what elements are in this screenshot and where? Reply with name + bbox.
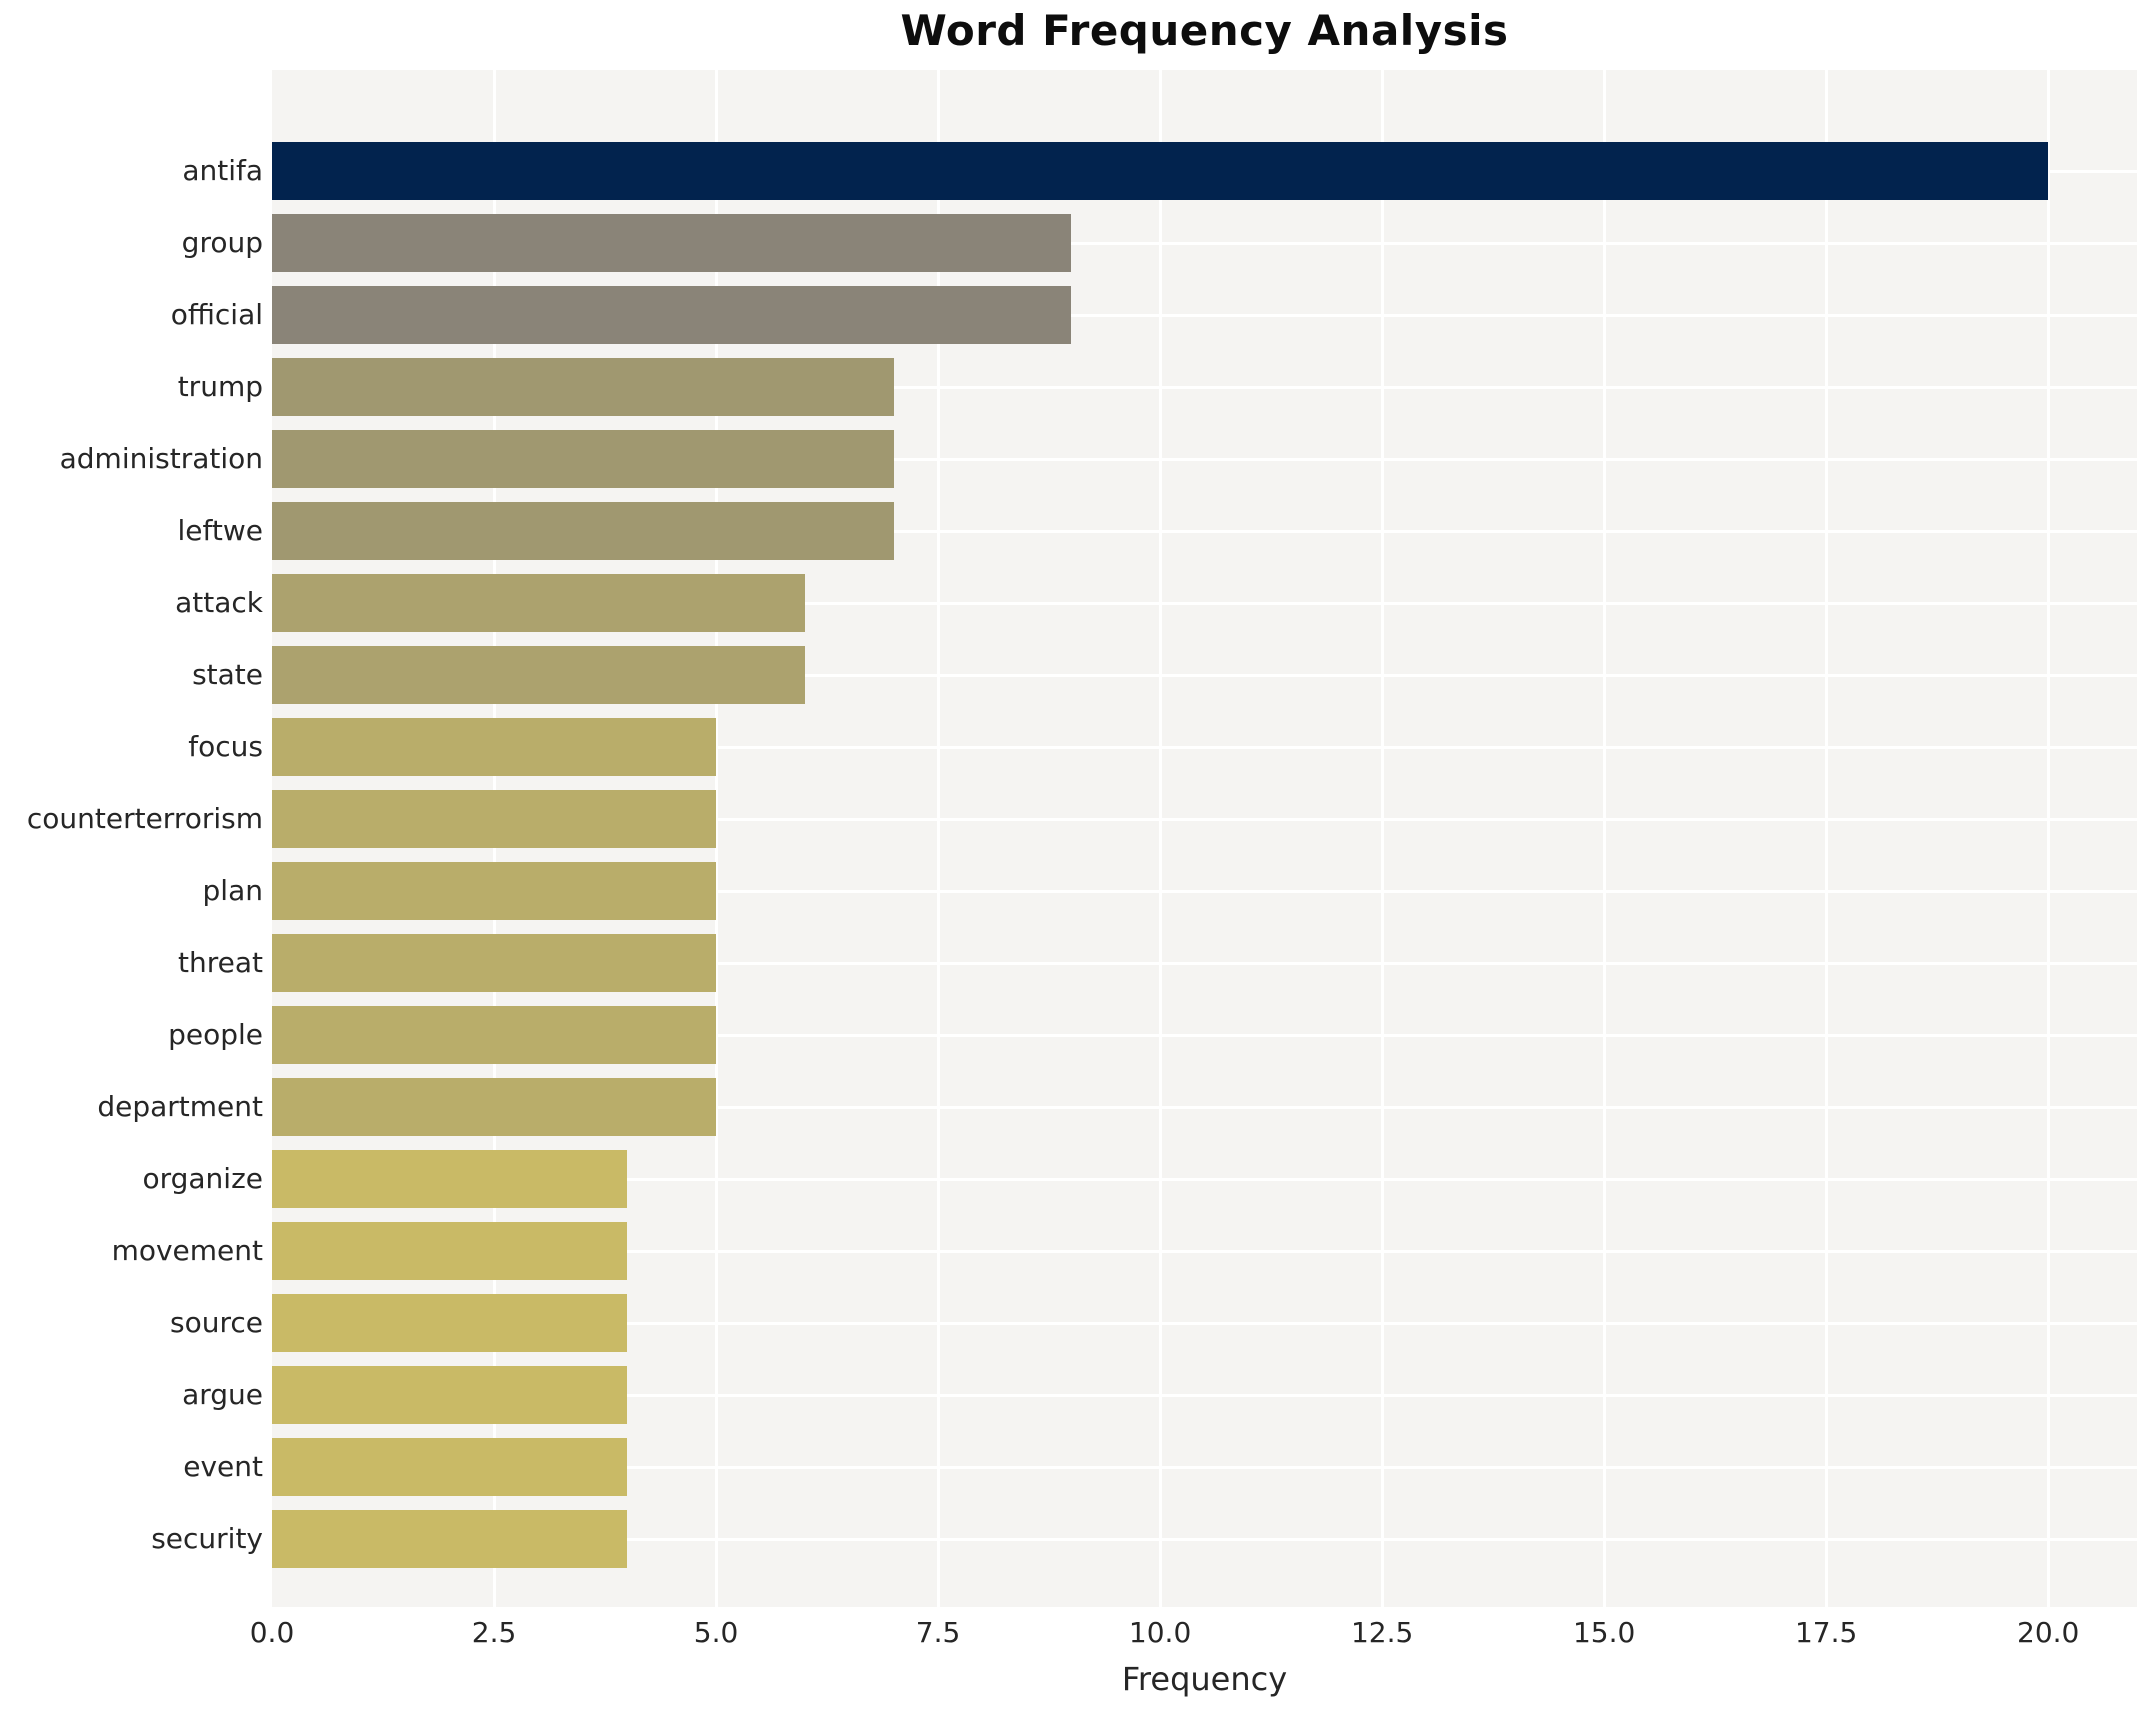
horizontal-gridline: [272, 673, 2137, 677]
horizontal-gridline: [272, 1321, 2137, 1325]
category-label-attack: attack: [175, 586, 263, 619]
horizontal-gridline: [272, 313, 2137, 317]
bar-focus: [272, 718, 717, 776]
horizontal-gridline: [272, 1393, 2137, 1397]
bar-event: [272, 1438, 628, 1496]
x-tick-label-5.0: 5.0: [693, 1616, 739, 1649]
vertical-gridline: [1824, 70, 1828, 1607]
bar-security: [272, 1510, 628, 1568]
category-label-event: event: [183, 1450, 263, 1483]
horizontal-gridline: [272, 745, 2137, 749]
vertical-gridline: [1602, 70, 1606, 1607]
bar-trump: [272, 358, 894, 416]
bar-organize: [272, 1150, 628, 1208]
category-label-department: department: [97, 1090, 263, 1123]
horizontal-gridline: [272, 1177, 2137, 1181]
x-tick-label-17.5: 17.5: [1794, 1616, 1858, 1649]
horizontal-gridline: [272, 457, 2137, 461]
bar-plan: [272, 862, 717, 920]
category-label-movement: movement: [111, 1234, 263, 1267]
x-tick-label-12.5: 12.5: [1350, 1616, 1414, 1649]
x-axis-title: Frequency: [1121, 1660, 1288, 1698]
horizontal-gridline: [272, 385, 2137, 389]
category-label-trump: trump: [177, 370, 263, 403]
bar-group: [272, 214, 1072, 272]
category-label-people: people: [168, 1018, 263, 1051]
horizontal-gridline: [272, 1465, 2137, 1469]
horizontal-gridline: [272, 1033, 2137, 1037]
bar-counterterrorism: [272, 790, 717, 848]
category-label-argue: argue: [182, 1378, 263, 1411]
bar-official: [272, 286, 1072, 344]
bar-attack: [272, 574, 805, 632]
vertical-gridline: [1380, 70, 1384, 1607]
bar-source: [272, 1294, 628, 1352]
bar-antifa: [272, 142, 2049, 200]
bar-people: [272, 1006, 717, 1064]
bar-administration: [272, 430, 894, 488]
category-label-antifa: antifa: [182, 154, 263, 187]
horizontal-gridline: [272, 817, 2137, 821]
category-label-plan: plan: [202, 874, 263, 907]
x-tick-label-20.0: 20.0: [2017, 1616, 2080, 1649]
horizontal-gridline: [272, 241, 2137, 245]
plot-area: [272, 70, 2137, 1607]
category-label-group: group: [181, 226, 263, 259]
x-tick-label-0.0: 0.0: [249, 1616, 295, 1649]
horizontal-gridline: [272, 1537, 2137, 1541]
horizontal-gridline: [272, 961, 2137, 965]
category-label-organize: organize: [142, 1162, 263, 1195]
category-label-state: state: [192, 658, 263, 691]
bar-argue: [272, 1366, 628, 1424]
x-tick-label-10.0: 10.0: [1128, 1616, 1192, 1649]
category-label-focus: focus: [188, 730, 263, 763]
category-label-threat: threat: [178, 946, 263, 979]
bar-state: [272, 646, 805, 704]
horizontal-gridline: [272, 1105, 2137, 1109]
category-label-counterterrorism: counterterrorism: [26, 802, 263, 835]
vertical-gridline: [1158, 70, 1162, 1607]
horizontal-gridline: [272, 601, 2137, 605]
category-label-official: official: [170, 298, 263, 331]
bar-department: [272, 1078, 717, 1136]
bar-threat: [272, 934, 717, 992]
bar-leftwe: [272, 502, 894, 560]
vertical-gridline: [936, 70, 940, 1607]
horizontal-gridline: [272, 889, 2137, 893]
category-label-leftwe: leftwe: [177, 514, 263, 547]
chart-title: Word Frequency Analysis: [900, 6, 1509, 55]
category-label-source: source: [170, 1306, 263, 1339]
vertical-gridline: [714, 70, 718, 1607]
horizontal-gridline: [272, 529, 2137, 533]
category-label-security: security: [151, 1522, 263, 1555]
x-tick-label-15.0: 15.0: [1572, 1616, 1636, 1649]
vertical-gridline: [2046, 70, 2050, 1607]
x-tick-label-2.5: 2.5: [471, 1616, 517, 1649]
bar-movement: [272, 1222, 628, 1280]
horizontal-gridline: [272, 1249, 2137, 1253]
x-tick-label-7.5: 7.5: [915, 1616, 961, 1649]
category-label-administration: administration: [59, 442, 263, 475]
